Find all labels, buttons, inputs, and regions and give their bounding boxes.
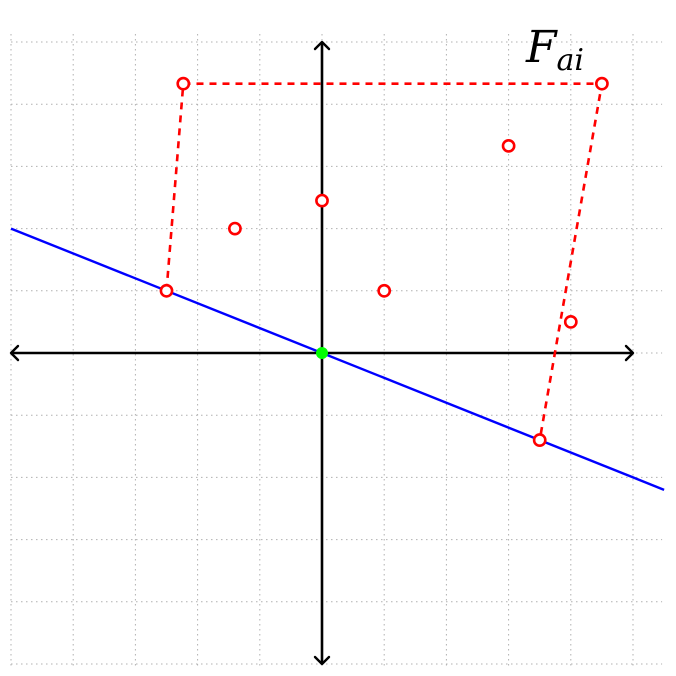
- origin-point: [316, 347, 328, 359]
- feasible-point: [176, 76, 191, 91]
- feasible-point: [501, 138, 516, 153]
- feasible-points: [159, 76, 609, 447]
- feasible-point: [595, 76, 609, 91]
- feasible-region-boundary: [165, 82, 604, 441]
- grid: [10, 34, 663, 666]
- feasible-point: [377, 283, 392, 298]
- feasible-point: [315, 193, 329, 208]
- feasible-point: [159, 283, 174, 298]
- feasible-point: [228, 221, 242, 236]
- feasible-point: [563, 314, 578, 329]
- y-axis-arrow-down-icon: [313, 655, 331, 666]
- region-label-main: F: [525, 22, 558, 73]
- boundary-line: [10, 227, 665, 491]
- feasible-region: [165, 82, 604, 441]
- feasible-point: [532, 433, 547, 447]
- y-axis-arrow-up-icon: [313, 40, 331, 51]
- boundary-line-group: [10, 227, 665, 491]
- region-label: Fai: [525, 22, 584, 78]
- x-axis-arrow-left-icon: [9, 344, 20, 362]
- x-axis-arrow-right-icon: [624, 344, 635, 362]
- region-label-subscript: ai: [557, 43, 584, 78]
